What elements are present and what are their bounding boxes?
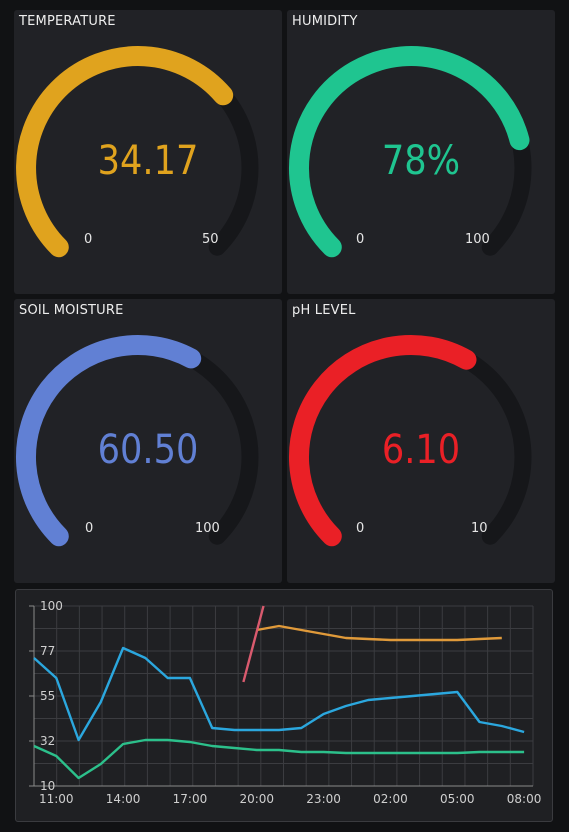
gauge-title: SOIL MOISTURE bbox=[19, 303, 124, 318]
gauge-title: TEMPERATURE bbox=[19, 14, 116, 29]
series-line-0 bbox=[256, 624, 502, 642]
y-tick-label: 77 bbox=[40, 644, 55, 658]
gauge-dial bbox=[15, 335, 259, 547]
gauge-fill bbox=[15, 335, 202, 547]
chart-grid bbox=[33, 605, 534, 787]
gauge-value: 34.17 bbox=[97, 138, 199, 184]
series-line-1 bbox=[242, 605, 265, 683]
gauge-max-label: 10 bbox=[471, 521, 488, 536]
x-tick-label: 05:00 bbox=[440, 792, 475, 806]
y-tick-label: 10 bbox=[40, 779, 55, 793]
x-tick-label: 02:00 bbox=[373, 792, 408, 806]
x-tick-label: 17:00 bbox=[173, 792, 208, 806]
x-tick-label: 23:00 bbox=[306, 792, 341, 806]
gauge-title: pH LEVEL bbox=[292, 303, 356, 318]
gauge-max-label: 100 bbox=[465, 232, 490, 247]
series-line-3 bbox=[33, 738, 525, 780]
gauge-fill bbox=[16, 46, 234, 258]
gauge-fill bbox=[289, 46, 530, 258]
gauge-card-ph-level: pH LEVEL 6.10 0 10 bbox=[287, 299, 555, 583]
gauge-card-soil-moisture: SOIL MOISTURE 60.50 0 100 bbox=[14, 299, 282, 583]
gauge-min-label: 0 bbox=[356, 521, 365, 536]
gauge-min-label: 0 bbox=[85, 521, 94, 536]
gauge-value: 60.50 bbox=[97, 427, 199, 473]
gauge-dial bbox=[16, 46, 259, 258]
x-tick-label: 08:00 bbox=[507, 792, 542, 806]
y-tick-label: 100 bbox=[40, 599, 63, 613]
series-line-2 bbox=[33, 646, 525, 742]
gauge-max-label: 50 bbox=[202, 232, 219, 247]
gauge-max-label: 100 bbox=[195, 521, 220, 536]
gauge-value: 6.10 bbox=[381, 427, 461, 473]
y-tick-label: 55 bbox=[40, 689, 55, 703]
history-chart: 100 77 55 32 10 11:00 14:00 17:00 20:00 23:00 02:0… bbox=[15, 589, 553, 822]
gauge-min-label: 0 bbox=[356, 232, 365, 247]
gauge-value: 78% bbox=[381, 138, 461, 184]
gauge-card-humidity: HUMIDITY 78% 0 100 bbox=[287, 10, 555, 294]
gauge-card-temperature: TEMPERATURE 34.17 0 50 bbox=[14, 10, 282, 294]
x-tick-label: 20:00 bbox=[239, 792, 274, 806]
x-tick-label: 11:00 bbox=[39, 792, 74, 806]
gauge-fill bbox=[288, 335, 477, 547]
y-tick-label: 32 bbox=[40, 734, 55, 748]
gauge-title: HUMIDITY bbox=[292, 14, 358, 29]
gauge-min-label: 0 bbox=[84, 232, 93, 247]
gauge-dial bbox=[289, 46, 532, 258]
x-tick-label: 14:00 bbox=[106, 792, 141, 806]
gauge-dial bbox=[288, 335, 532, 547]
